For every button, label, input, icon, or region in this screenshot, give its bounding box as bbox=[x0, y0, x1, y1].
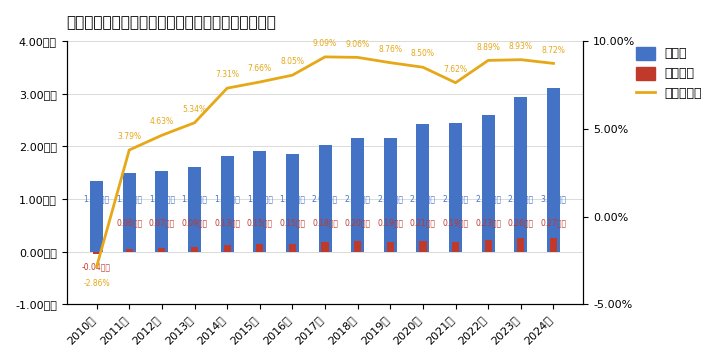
営業利益率 bbox=[125, 148, 134, 152]
Bar bbox=[485, 240, 492, 252]
Bar bbox=[188, 167, 201, 252]
Text: 2.93兆円: 2.93兆円 bbox=[507, 195, 534, 204]
Bar bbox=[286, 154, 299, 252]
Text: 積水ハウスの売上高・営業利益・営業利益率の推移: 積水ハウスの売上高・営業利益・営業利益率の推移 bbox=[67, 15, 277, 30]
Text: 0.13兆円: 0.13兆円 bbox=[214, 218, 240, 227]
Text: 1.81兆円: 1.81兆円 bbox=[214, 195, 240, 204]
Text: 2.59兆円: 2.59兆円 bbox=[475, 195, 501, 204]
Text: 0.19兆円: 0.19兆円 bbox=[443, 218, 469, 227]
営業利益率 bbox=[256, 80, 264, 84]
Text: 0.15兆円: 0.15兆円 bbox=[247, 218, 273, 227]
Bar bbox=[387, 242, 394, 252]
Text: 0.09兆円: 0.09兆円 bbox=[182, 218, 208, 227]
Text: 1.49兆円: 1.49兆円 bbox=[116, 195, 142, 204]
Line: 営業利益率: 営業利益率 bbox=[97, 57, 553, 267]
Text: 0.23兆円: 0.23兆円 bbox=[475, 218, 501, 227]
Text: 8.05%: 8.05% bbox=[280, 57, 304, 66]
営業利益率 bbox=[549, 61, 558, 66]
Bar bbox=[322, 242, 329, 252]
Text: -0.04兆円: -0.04兆円 bbox=[82, 262, 111, 271]
Bar bbox=[319, 145, 332, 252]
Text: 1.53兆円: 1.53兆円 bbox=[149, 195, 175, 204]
Bar bbox=[253, 151, 266, 252]
Text: 2.16兆円: 2.16兆円 bbox=[378, 195, 404, 204]
Bar bbox=[514, 97, 527, 252]
Text: 0.06兆円: 0.06兆円 bbox=[116, 218, 142, 227]
Text: 2.16兆円: 2.16兆円 bbox=[345, 195, 371, 204]
Text: 1.91兆円: 1.91兆円 bbox=[247, 195, 273, 204]
営業利益率 bbox=[288, 73, 297, 77]
Bar bbox=[123, 173, 136, 252]
Bar bbox=[126, 249, 133, 252]
Text: 5.34%: 5.34% bbox=[182, 105, 207, 114]
Bar bbox=[354, 241, 362, 252]
Text: 2.45兆円: 2.45兆円 bbox=[443, 195, 469, 204]
Text: 7.66%: 7.66% bbox=[248, 64, 272, 73]
営業利益率 bbox=[516, 57, 525, 62]
Bar bbox=[384, 138, 397, 252]
Text: 8.93%: 8.93% bbox=[509, 42, 533, 51]
Text: 2.03兆円: 2.03兆円 bbox=[312, 195, 338, 204]
営業利益率 bbox=[354, 55, 362, 60]
営業利益率 bbox=[484, 58, 492, 62]
営業利益率 bbox=[223, 86, 232, 90]
営業利益率 bbox=[452, 81, 460, 85]
Text: 8.50%: 8.50% bbox=[411, 49, 435, 58]
Bar bbox=[351, 138, 364, 252]
営業利益率 bbox=[419, 65, 428, 69]
Bar bbox=[420, 241, 427, 252]
Bar bbox=[93, 252, 100, 254]
Text: 8.76%: 8.76% bbox=[378, 45, 402, 54]
Bar bbox=[90, 180, 103, 252]
Text: 3.11兆円: 3.11兆円 bbox=[540, 195, 566, 204]
Text: 4.63%: 4.63% bbox=[150, 117, 174, 126]
Text: 8.72%: 8.72% bbox=[542, 45, 566, 55]
Text: 0.21兆円: 0.21兆円 bbox=[410, 218, 436, 227]
Text: 0.07兆円: 0.07兆円 bbox=[149, 218, 175, 227]
Text: 1.35兆円: 1.35兆円 bbox=[83, 195, 110, 204]
Text: -2.86%: -2.86% bbox=[83, 279, 110, 288]
Bar bbox=[417, 124, 430, 252]
Bar bbox=[547, 88, 560, 252]
Bar bbox=[289, 244, 296, 252]
Bar bbox=[256, 244, 264, 252]
Bar bbox=[191, 247, 198, 252]
営業利益率 bbox=[190, 121, 199, 125]
Text: 0.15兆円: 0.15兆円 bbox=[280, 218, 306, 227]
営業利益率 bbox=[92, 265, 101, 269]
Text: 2.42兆円: 2.42兆円 bbox=[410, 195, 436, 204]
営業利益率 bbox=[158, 133, 166, 138]
Text: 7.31%: 7.31% bbox=[215, 70, 239, 79]
Bar bbox=[158, 248, 166, 252]
Text: 0.19兆円: 0.19兆円 bbox=[378, 218, 404, 227]
Text: 8.89%: 8.89% bbox=[476, 43, 500, 52]
Bar bbox=[155, 171, 168, 252]
Text: 9.06%: 9.06% bbox=[346, 40, 370, 49]
Text: 9.09%: 9.09% bbox=[313, 39, 337, 48]
Text: 0.18兆円: 0.18兆円 bbox=[312, 218, 338, 227]
Text: 0.27兆円: 0.27兆円 bbox=[540, 218, 566, 227]
Bar bbox=[550, 238, 557, 252]
営業利益率 bbox=[321, 55, 330, 59]
Text: 3.79%: 3.79% bbox=[117, 132, 142, 141]
Bar bbox=[452, 242, 459, 252]
Text: 1.61兆円: 1.61兆円 bbox=[182, 195, 208, 204]
Bar bbox=[481, 115, 494, 252]
Text: 0.26兆円: 0.26兆円 bbox=[507, 218, 534, 227]
Bar bbox=[517, 238, 524, 252]
Text: 1.86兆円: 1.86兆円 bbox=[280, 195, 306, 204]
Text: 7.62%: 7.62% bbox=[444, 65, 468, 74]
Bar bbox=[221, 156, 234, 252]
Bar bbox=[449, 123, 462, 252]
Legend: 売上高, 営業利益, 営業利益率: 売上高, 営業利益, 営業利益率 bbox=[631, 42, 707, 105]
Bar bbox=[224, 245, 231, 252]
営業利益率 bbox=[386, 61, 395, 65]
Text: 0.20兆円: 0.20兆円 bbox=[345, 218, 371, 227]
